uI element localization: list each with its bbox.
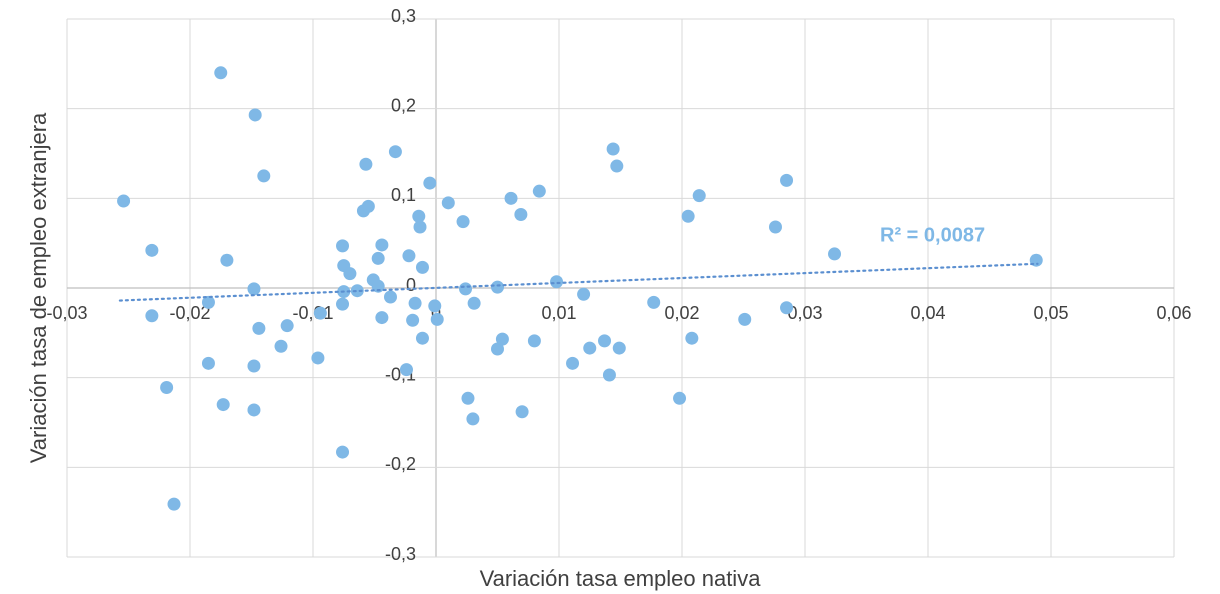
data-point [527, 334, 541, 348]
data-point [257, 169, 271, 183]
data-point [402, 249, 416, 263]
data-point [383, 290, 397, 304]
trendline [118, 262, 1039, 302]
y-tick-label: 0,1 [391, 185, 416, 205]
data-point [415, 331, 429, 345]
x-tick-label: 0,04 [910, 303, 945, 323]
trendline-label: R² = 0,0087 [880, 224, 985, 246]
x-tick-label: 0,01 [541, 303, 576, 323]
data-point [428, 299, 442, 313]
data-point [247, 359, 261, 373]
x-tick-label: -0,01 [292, 303, 333, 323]
x-tick-label: 0 [431, 303, 441, 323]
data-point [145, 243, 159, 257]
data-point [361, 199, 375, 213]
data-point [685, 331, 699, 345]
data-point [532, 184, 546, 198]
data-point [495, 332, 509, 346]
x-tick-label: 0,02 [664, 303, 699, 323]
x-tick-label: 0,05 [1033, 303, 1068, 323]
data-point [566, 356, 580, 370]
data-point [550, 275, 564, 289]
data-point [491, 342, 504, 356]
data-point [247, 403, 261, 417]
data-point [602, 368, 616, 382]
data-point [647, 295, 661, 309]
data-point [359, 157, 373, 171]
data-point [692, 189, 706, 203]
data-point [577, 287, 591, 301]
data-point [412, 209, 426, 223]
data-point [673, 391, 687, 405]
data-point [336, 445, 350, 459]
data-point [828, 247, 842, 261]
x-tick-label: -0,02 [169, 303, 210, 323]
data-point [491, 280, 504, 294]
data-point [681, 209, 695, 223]
data-point [610, 159, 624, 173]
data-point [413, 220, 427, 234]
data-point [738, 312, 752, 326]
data-point [343, 267, 357, 281]
data-point [780, 301, 794, 315]
data-point [399, 363, 413, 377]
data-point [375, 238, 389, 252]
data-point [441, 196, 455, 210]
data-point [247, 282, 261, 296]
y-tick-label: 0,2 [391, 95, 416, 115]
y-tick-label: -0,2 [385, 454, 416, 474]
data-point [388, 145, 402, 159]
data-point [461, 391, 475, 405]
data-point [145, 309, 159, 323]
data-point [606, 142, 620, 156]
data-point [408, 296, 422, 310]
data-point [216, 398, 230, 412]
data-point [456, 215, 470, 229]
data-point [160, 381, 174, 395]
data-point [336, 297, 350, 311]
data-point [313, 306, 327, 320]
y-tick-label: 0 [406, 275, 416, 295]
data-point [430, 312, 444, 326]
y-axis-label: Variación tasa de empleo extranjera [26, 112, 51, 463]
data-point [466, 412, 480, 426]
data-point [248, 108, 262, 122]
data-point [336, 239, 350, 253]
data-point [371, 251, 385, 265]
data-point [406, 313, 420, 327]
x-tick-label: 0,06 [1156, 303, 1191, 323]
data-point [201, 295, 215, 309]
data-point [375, 311, 389, 325]
data-point [167, 497, 181, 511]
data-point [612, 341, 626, 355]
x-tick-label: 0,03 [787, 303, 822, 323]
data-point [583, 341, 597, 355]
data-point [274, 339, 288, 353]
data-point [371, 279, 385, 293]
x-axis-label: Variación tasa empleo nativa [480, 566, 762, 591]
data-point [514, 207, 528, 221]
data-point [768, 220, 782, 234]
data-point [780, 173, 794, 187]
data-point [214, 66, 228, 80]
data-point [280, 319, 294, 333]
data-point [467, 296, 481, 310]
data-point [415, 260, 429, 274]
data-point [201, 356, 215, 370]
data-point [220, 253, 234, 267]
data-point [598, 334, 612, 348]
data-point [459, 282, 473, 296]
data-point [504, 191, 518, 205]
y-tick-label: -0,3 [385, 544, 416, 564]
x-tick-label: -0,03 [46, 303, 87, 323]
data-point [515, 405, 529, 419]
y-tick-label: 0,3 [391, 6, 416, 26]
data-point [423, 176, 437, 190]
data-point [311, 351, 325, 365]
data-point [117, 194, 131, 208]
data-point [252, 321, 266, 335]
data-point [350, 284, 364, 298]
